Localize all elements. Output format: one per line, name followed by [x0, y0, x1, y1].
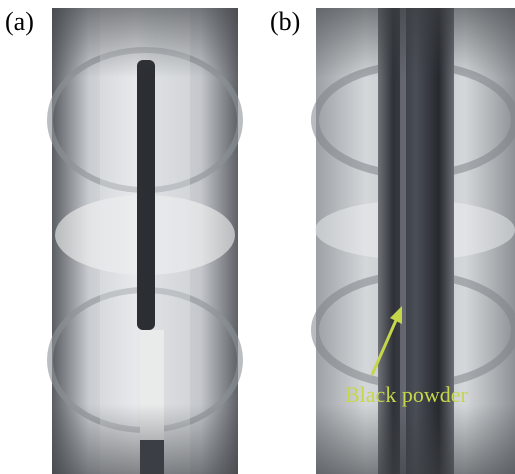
panel-label: (b): [270, 7, 300, 36]
panel-label: (a): [5, 7, 34, 36]
arrow-head: [390, 306, 402, 324]
photo-b: [311, 8, 515, 474]
photo-a: [47, 8, 243, 474]
arrow: [370, 317, 399, 376]
annotation: Black powder: [345, 382, 468, 407]
